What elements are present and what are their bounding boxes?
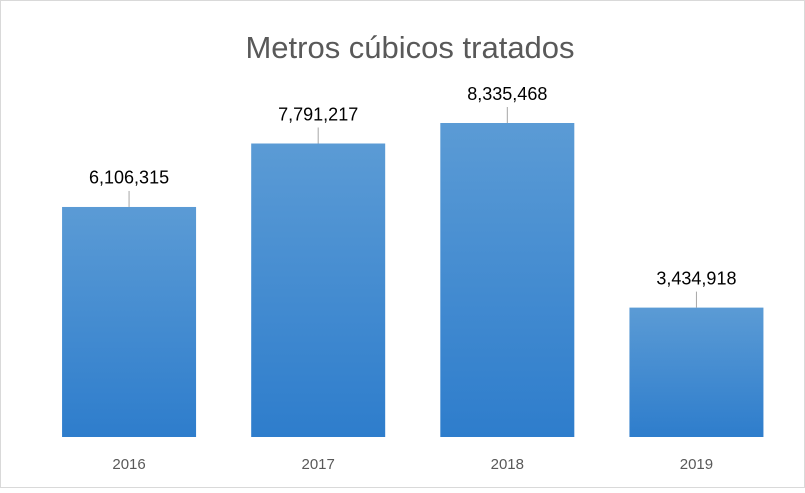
x-tick-label: 2017 — [302, 456, 335, 473]
bar — [629, 307, 764, 437]
x-tick-label: 2016 — [112, 456, 145, 473]
value-label: 7,791,217 — [278, 104, 358, 124]
value-label: 3,434,918 — [656, 268, 736, 288]
chart-title: Metros cúbicos tratados — [245, 30, 574, 65]
value-label: 8,335,468 — [467, 84, 547, 104]
value-label: 6,106,315 — [89, 168, 169, 188]
bar — [62, 206, 197, 437]
x-tick-label: 2018 — [491, 456, 524, 473]
bar — [440, 123, 575, 437]
bar — [251, 143, 386, 437]
x-tick-label: 2019 — [680, 456, 713, 473]
